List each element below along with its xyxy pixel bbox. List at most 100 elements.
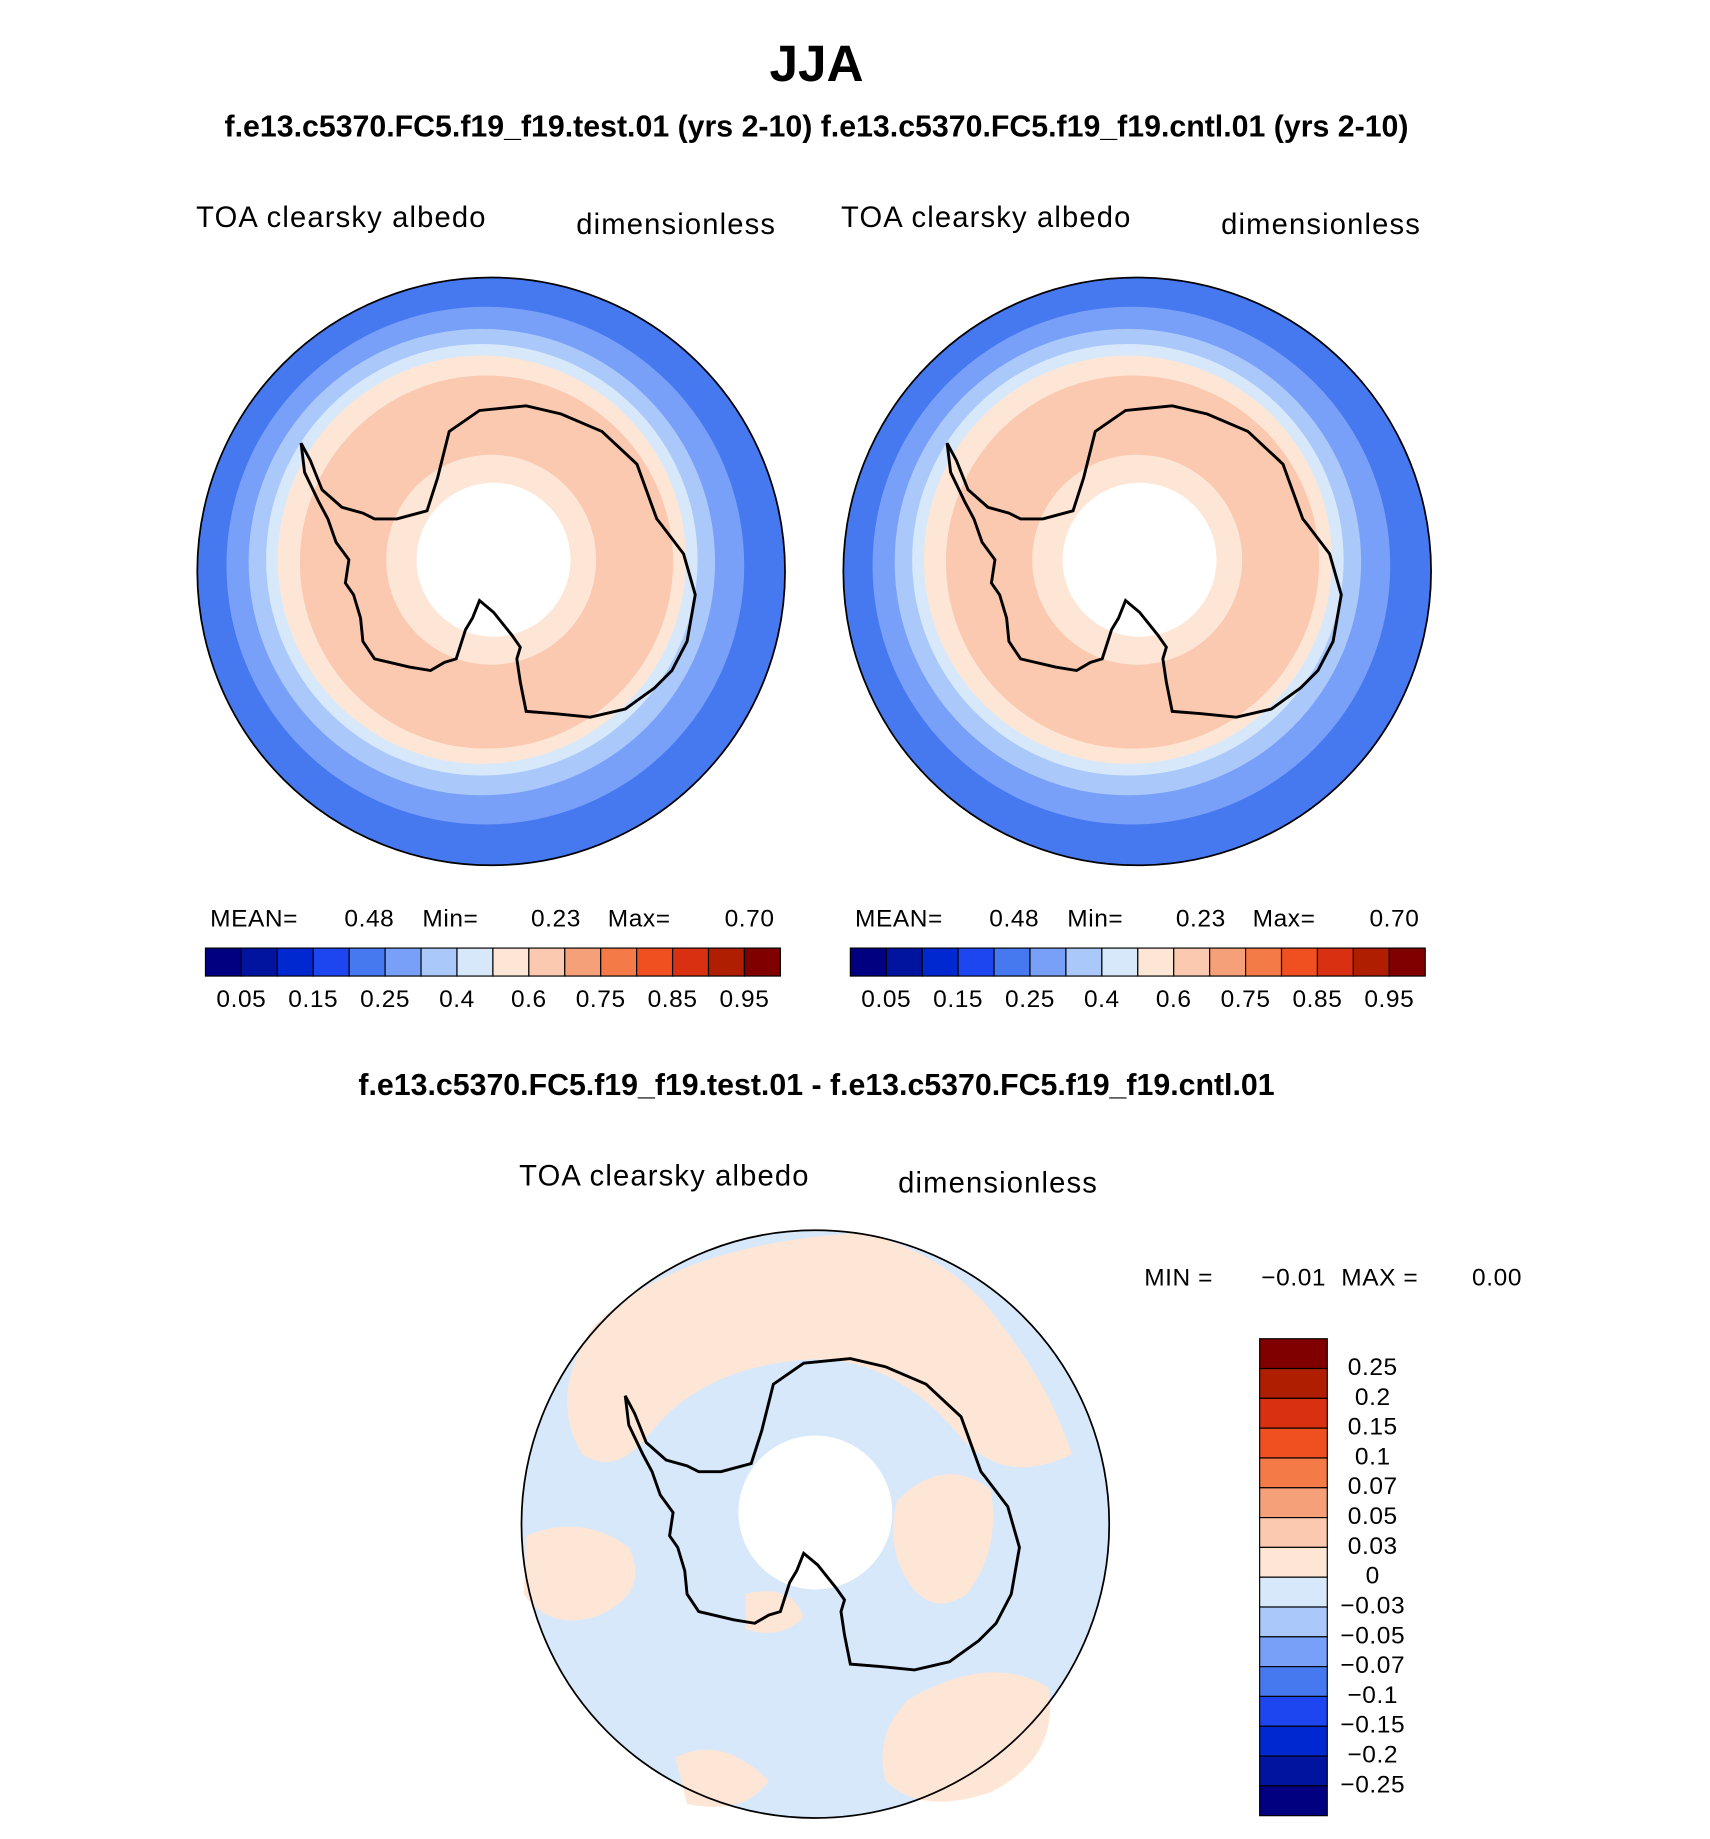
map-fill <box>523 1526 636 1621</box>
stat-label: Max= <box>1253 906 1316 933</box>
colorbar-box <box>1259 1695 1328 1727</box>
colorbar-box <box>204 947 242 977</box>
colorbar-label: 0.75 <box>1221 986 1271 1013</box>
map <box>196 276 786 867</box>
colorbar-label: 0.2 <box>1355 1384 1391 1411</box>
colorbar-label: 0.85 <box>648 986 698 1013</box>
colorbar-label: −0.07 <box>1340 1652 1405 1679</box>
colorbar-box <box>1388 947 1426 977</box>
panel-label: TOA clearsky albedo <box>841 202 1132 234</box>
stat-value: −0.01 <box>1261 1265 1326 1292</box>
stat-value: 0.70 <box>1369 906 1419 933</box>
colorbar-box <box>707 947 746 977</box>
stat-value: 0.48 <box>344 906 394 933</box>
colorbar-box <box>1173 947 1211 977</box>
polar-hole <box>1062 482 1217 637</box>
stat-value: 0.23 <box>531 906 581 933</box>
colorbar-label: 0.6 <box>1156 986 1192 1013</box>
colorbar-label: −0.05 <box>1340 1622 1405 1649</box>
polar-hole <box>416 482 571 637</box>
colorbar-box <box>1259 1785 1328 1817</box>
colorbar-box <box>1352 947 1390 977</box>
colorbar-label: 0.6 <box>511 986 547 1013</box>
colorbar-box <box>849 947 887 977</box>
colorbar-box <box>993 947 1031 977</box>
map-fill <box>882 1672 1051 1802</box>
colorbar-box <box>276 947 314 977</box>
colorbar-label: −0.25 <box>1340 1771 1405 1798</box>
colorbar-box <box>1259 1397 1328 1429</box>
colorbar-box <box>600 947 638 977</box>
colorbar-box <box>1259 1666 1328 1698</box>
map-fill <box>567 1232 1072 1468</box>
stat-label: Min= <box>1067 906 1123 933</box>
colorbar-box <box>1137 947 1175 977</box>
colorbar-box <box>1259 1606 1328 1638</box>
stat-value: 0.00 <box>1472 1265 1522 1292</box>
colorbar-label: 0.15 <box>288 986 338 1013</box>
map-border <box>196 276 786 867</box>
stat-label: Min= <box>422 906 478 933</box>
colorbar-label: 0.75 <box>576 986 626 1013</box>
polar-hole <box>738 1435 893 1590</box>
colorbar-box <box>528 947 566 977</box>
colorbar-label: 0.15 <box>1348 1414 1398 1441</box>
map-fill <box>893 1474 994 1604</box>
colorbar-box <box>1259 1338 1328 1370</box>
stat-label: MEAN= <box>210 906 298 933</box>
colorbar-box <box>1259 1517 1328 1548</box>
colorbar-label: 0.25 <box>1348 1354 1398 1381</box>
colorbar-box <box>1259 1487 1328 1519</box>
stat-value: 0.48 <box>989 906 1039 933</box>
colorbar-box <box>1259 1755 1328 1787</box>
colorbar-box <box>1259 1725 1328 1757</box>
colorbar-box <box>456 947 494 977</box>
colorbar-label: 0.4 <box>439 986 475 1013</box>
colorbar-label: 0.95 <box>719 986 769 1013</box>
colorbar-label: 0.4 <box>1084 986 1120 1013</box>
colorbar-box <box>1209 947 1247 977</box>
map-border <box>842 276 1432 867</box>
colorbar-label: 0.25 <box>360 986 410 1013</box>
colorbar-box <box>743 947 781 977</box>
colorbar-label: 0.15 <box>933 986 983 1013</box>
colorbar-label: −0.03 <box>1340 1592 1405 1619</box>
panel-units: dimensionless <box>1221 209 1421 241</box>
colorbar-label: 0.95 <box>1364 986 1414 1013</box>
colorbar-label: 0.05 <box>216 986 266 1013</box>
colorbar-box <box>1065 947 1103 977</box>
panel-units: dimensionless <box>898 1167 1098 1199</box>
colorbar-box <box>636 947 674 977</box>
colorbar-box <box>1029 947 1067 977</box>
figure-title: JJA <box>769 35 863 92</box>
difference-title: f.e13.c5370.FC5.f19_f19.test.01 - f.e13.… <box>358 1069 1274 1102</box>
panel-label: TOA clearsky albedo <box>519 1161 810 1193</box>
colorbar-box <box>1280 947 1319 977</box>
colorbar-box <box>885 947 923 977</box>
colorbar-label: −0.15 <box>1340 1712 1405 1739</box>
figure-subtitle: f.e13.c5370.FC5.f19_f19.test.01 (yrs 2-1… <box>225 110 1409 143</box>
colorbar-box <box>1259 1367 1328 1399</box>
colorbar-box <box>957 947 995 977</box>
colorbar-box <box>1259 1576 1328 1608</box>
colorbar-box <box>384 947 422 977</box>
colorbar-label: −0.1 <box>1347 1682 1398 1709</box>
colorbar-label: −0.2 <box>1347 1742 1398 1769</box>
colorbar-box <box>348 947 386 977</box>
colorbar-label: 0.03 <box>1348 1533 1398 1560</box>
colorbar-label: 0.25 <box>1005 986 1055 1013</box>
colorbar-box <box>1259 1636 1328 1668</box>
colorbar-label: 0.85 <box>1292 986 1342 1013</box>
colorbar-label: 0.07 <box>1348 1473 1398 1500</box>
map-fill <box>675 1749 769 1807</box>
colorbar-box <box>312 947 350 977</box>
stat-label: Max= <box>608 906 671 933</box>
panel-label: TOA clearsky albedo <box>196 202 487 234</box>
colorbar-box <box>1259 1457 1328 1489</box>
map-border <box>520 1229 1111 1819</box>
colorbar-box <box>921 947 959 977</box>
colorbar-label: 0.05 <box>861 986 911 1013</box>
stat-label: MEAN= <box>855 906 943 933</box>
colorbar-box <box>671 947 710 977</box>
